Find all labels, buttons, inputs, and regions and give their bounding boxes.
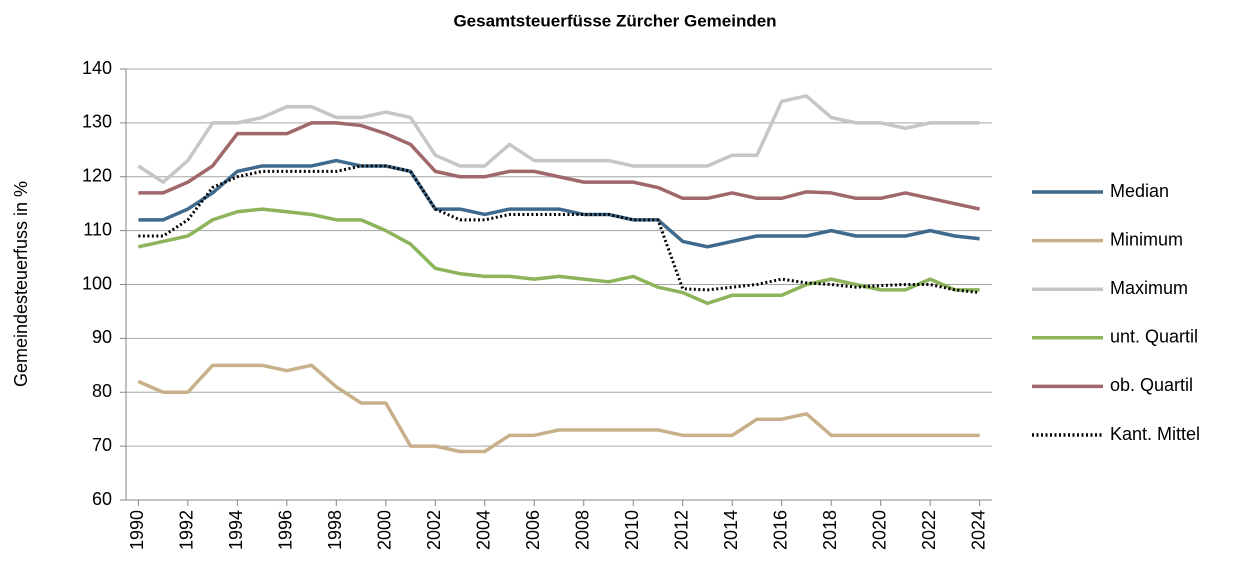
x-tick-label: 2006 [523,510,543,550]
x-tick-label: 2010 [622,510,642,550]
x-tick-label: 1990 [127,510,147,550]
legend-label: Minimum [1110,229,1183,249]
legend-label: Kant. Mittel [1110,424,1200,444]
legend-label: Maximum [1110,278,1188,298]
y-axis-label: Gemeindesteuerfuss in % [11,181,31,387]
x-tick-label: 2022 [919,510,939,550]
x-tick-label: 2018 [820,510,840,550]
x-tick-label: 2008 [572,510,592,550]
x-tick-label: 2000 [375,510,395,550]
y-tick-label: 80 [92,381,112,401]
x-tick-label: 2004 [474,510,494,550]
series-line [138,121,981,211]
series-line [138,158,980,249]
x-tick-label: 2014 [721,510,741,550]
series-line [137,363,980,454]
y-tick-label: 70 [92,435,112,455]
x-tick-label: 2020 [869,510,889,550]
legend-label: Median [1110,181,1169,201]
y-tick-label: 120 [82,166,112,186]
series-line [137,207,980,306]
legend-label: unt. Quartil [1110,327,1198,347]
x-tick-label: 2024 [968,510,988,550]
x-tick-label: 1992 [177,510,197,550]
y-tick-label: 130 [82,112,112,132]
y-tick-label: 140 [82,58,112,78]
series-line [137,94,980,184]
x-tick-label: 2002 [424,510,444,550]
y-tick-label: 110 [83,219,112,239]
x-tick-label: 2016 [770,510,790,550]
y-tick-label: 90 [92,327,112,347]
y-tick-label: 100 [82,273,112,293]
x-tick-label: 2012 [671,510,691,550]
x-tick-label: 1994 [226,510,246,550]
series-line [138,164,980,295]
x-tick-label: 1996 [276,510,296,550]
x-tick-label: 1998 [325,510,345,550]
chart-title: Gesamtsteuerfüsse Zürcher Gemeinden [453,11,776,30]
y-tick-label: 60 [92,489,112,509]
legend-label: ob. Quartil [1110,375,1193,395]
